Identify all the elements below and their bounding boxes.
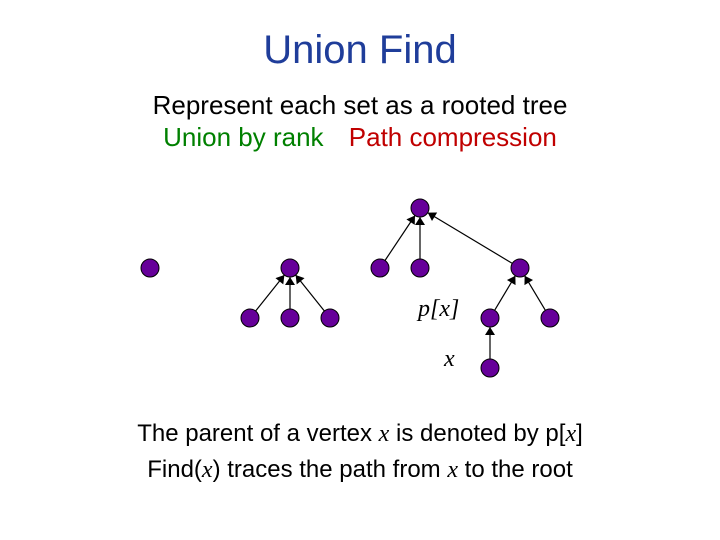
tree-node bbox=[241, 309, 259, 327]
slide: Union Find Represent each set as a roote… bbox=[0, 0, 720, 540]
arrowhead-icon bbox=[415, 217, 425, 225]
tree-node bbox=[481, 309, 499, 327]
tree-node bbox=[481, 359, 499, 377]
tree-node bbox=[321, 309, 339, 327]
tree-node bbox=[281, 309, 299, 327]
arrowhead-icon bbox=[485, 327, 495, 335]
arrowhead-icon bbox=[285, 277, 295, 285]
label-x: x bbox=[444, 346, 455, 373]
arrowhead-icon bbox=[406, 215, 415, 224]
subtitle: Represent each set as a rooted tree bbox=[0, 90, 720, 121]
caption-find: Find(x) traces the path from x to the ro… bbox=[0, 456, 720, 484]
label-p-of-x: p[x] bbox=[418, 296, 459, 323]
tree-edge bbox=[385, 215, 415, 260]
arrowhead-icon bbox=[296, 275, 305, 284]
tree-node bbox=[281, 259, 299, 277]
tree-edge bbox=[428, 213, 513, 264]
tree-node bbox=[411, 199, 429, 217]
path-compression-text: Path compression bbox=[349, 122, 557, 153]
union-by-rank-text: Union by rank bbox=[163, 122, 323, 153]
arrowhead-icon bbox=[275, 275, 284, 284]
tree-node bbox=[541, 309, 559, 327]
tree-node bbox=[371, 259, 389, 277]
tree-diagram bbox=[90, 168, 630, 388]
caption-parent: The parent of a vertex x is denoted by p… bbox=[0, 420, 720, 448]
tree-node bbox=[141, 259, 159, 277]
tree-node bbox=[411, 259, 429, 277]
tree-node bbox=[511, 259, 529, 277]
slide-title: Union Find bbox=[0, 28, 720, 73]
techniques-line: Union by rank Path compression bbox=[0, 122, 720, 153]
